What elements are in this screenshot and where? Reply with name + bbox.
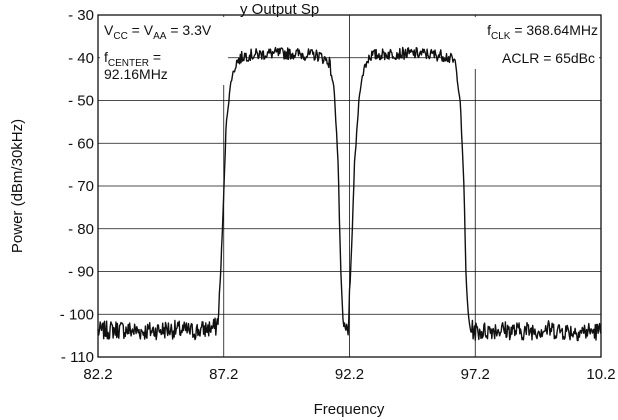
annotation-fclk: fCLK = 368.64MHz [487, 22, 598, 42]
vcc-sub: CC [113, 31, 127, 42]
y-tick-label: - 90 [68, 264, 94, 281]
fclk-main: f [487, 22, 491, 38]
x-tick-label: 92.2 [335, 366, 364, 383]
x-tick-label: 97.2 [461, 366, 490, 383]
fclk-sub: CLK [491, 31, 511, 42]
fcenter-eq: = [149, 49, 161, 65]
annotation-fcenter: fCENTER = [104, 49, 161, 69]
x-tick-label: 82.2 [83, 366, 112, 383]
x-tick-label: 87.2 [209, 366, 238, 383]
vaa-val: = 3.3V [166, 22, 211, 38]
fcenter-sub: CENTER [108, 58, 149, 69]
y-tick-label: - 110 [61, 349, 94, 366]
annotation-box-left [100, 17, 228, 85]
chart-title-fragment: y Output Sp [240, 1, 319, 18]
y-tick-labels: - 30 - 40 - 50 - 60 - 70 - 80 - 90 - 100 - 110 [60, 7, 94, 366]
y-tick-label: - 80 [68, 221, 94, 238]
vaa-sub: AA [153, 31, 167, 42]
y-tick-label: - 50 [68, 93, 94, 110]
fclk-val: = 368.64MHz [510, 22, 598, 38]
vcc-main: V [104, 22, 114, 38]
x-axis-title: Frequency [314, 401, 385, 418]
annotation-fcenter-value: 92.16MHz [104, 66, 168, 82]
annotation-vcc: VCC = VAA = 3.3V [104, 22, 212, 42]
vaa-mid: = V [128, 22, 154, 38]
y-axis-title: Power (dBm/30kHz) [9, 119, 26, 253]
annotation-box-right [450, 17, 599, 69]
y-tick-label: - 60 [68, 135, 94, 152]
spectrum-trace [97, 46, 602, 342]
y-tick-label: - 40 [68, 50, 94, 67]
y-tick-label: - 30 [68, 7, 94, 24]
x-tick-label: 10.2 [586, 366, 615, 383]
y-tick-label: - 70 [68, 178, 94, 195]
y-tick-label: - 100 [60, 306, 94, 323]
annotation-aclr: ACLR = 65dBc [502, 50, 595, 66]
x-tick-labels: 82.2 87.2 92.2 97.2 10.2 [83, 366, 615, 383]
fcenter-main: f [104, 49, 108, 65]
